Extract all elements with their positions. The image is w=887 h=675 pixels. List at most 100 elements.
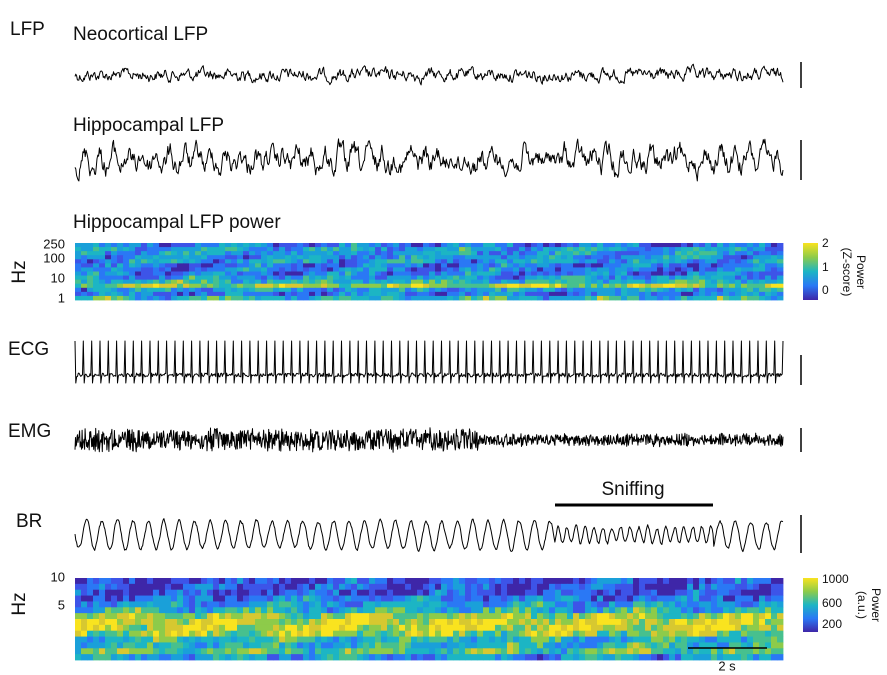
spectrogram-cell — [435, 280, 441, 284]
spectrogram-cell — [291, 625, 297, 631]
spectrogram-cell — [651, 243, 657, 247]
spectrogram-cell — [615, 590, 621, 596]
spectrogram-cell — [309, 637, 315, 643]
spectrogram-cell — [297, 642, 303, 648]
spectrogram-cell — [603, 280, 609, 284]
spectrogram-cell — [675, 267, 681, 271]
spectrogram-cell — [105, 280, 111, 284]
spectrogram-cell — [741, 637, 747, 643]
spectrogram-cell — [291, 654, 297, 660]
spectrogram-cell — [621, 263, 627, 267]
spectrogram-cell — [573, 613, 579, 619]
spectrogram-cell — [417, 637, 423, 643]
spectrogram-cell — [537, 654, 543, 660]
spectrogram-cell — [159, 631, 165, 637]
spectrogram-cell — [387, 243, 393, 247]
spectrogram-cell — [453, 642, 459, 648]
spectrogram-cell — [435, 284, 441, 288]
spectrogram-cell — [387, 596, 393, 602]
spectrogram-cell — [315, 276, 321, 280]
spectrogram-cell — [189, 637, 195, 643]
spectrogram-cell — [513, 272, 519, 276]
spectrogram-cell — [609, 272, 615, 276]
spectrogram-cell — [99, 613, 105, 619]
spectrogram-cell — [663, 280, 669, 284]
spectrogram-cell — [681, 613, 687, 619]
spectrogram-cell — [489, 596, 495, 602]
spectrogram-cell — [291, 255, 297, 259]
spectrogram-cell — [327, 631, 333, 637]
spectrogram-cell — [369, 243, 375, 247]
spectrogram-cell — [489, 590, 495, 596]
spectrogram-cell — [345, 601, 351, 607]
spectrogram-cell — [171, 607, 177, 613]
spectrogram-cell — [525, 625, 531, 631]
spectrogram-cell — [615, 292, 621, 296]
spectrogram-cell — [297, 263, 303, 267]
spectrogram-cell — [759, 613, 765, 619]
spectrogram-cell — [87, 263, 93, 267]
spectrogram-cell — [543, 578, 549, 584]
spectrogram-cell — [159, 243, 165, 247]
spectrogram-cell — [327, 601, 333, 607]
spectrogram-cell — [513, 648, 519, 654]
spectrogram-cell — [291, 642, 297, 648]
spectrogram-cell — [189, 578, 195, 584]
spectrogram-cell — [165, 637, 171, 643]
spectrogram-cell — [303, 247, 309, 251]
spectrogram-cell — [621, 243, 627, 247]
spectrogram-cell — [303, 263, 309, 267]
spectrogram-cell — [771, 642, 777, 648]
spectrogram-cell — [513, 259, 519, 263]
spectrogram-cell — [423, 642, 429, 648]
spectrogram-cell — [345, 642, 351, 648]
spectrogram-cell — [429, 625, 435, 631]
spectrogram-cell — [387, 601, 393, 607]
spectrogram-cell — [471, 601, 477, 607]
spectrogram-cell — [183, 642, 189, 648]
spectrogram-cell — [225, 284, 231, 288]
spectrogram-cell — [333, 247, 339, 251]
spectrogram-cell — [681, 284, 687, 288]
spectrogram-cell — [471, 607, 477, 613]
spectrogram-cell — [447, 637, 453, 643]
spectrogram-cell — [255, 607, 261, 613]
y-tick-label: 5 — [58, 597, 65, 612]
spectrogram-cell — [141, 267, 147, 271]
spectrogram-cell — [219, 637, 225, 643]
spectrogram-cell — [213, 625, 219, 631]
spectrogram-cell — [639, 590, 645, 596]
spectrogram-cell — [561, 272, 567, 276]
spectrogram-cell — [171, 247, 177, 251]
spectrogram-cell — [321, 648, 327, 654]
spectrogram-cell — [579, 619, 585, 625]
spectrogram-cell — [165, 263, 171, 267]
spectrogram-cell — [669, 267, 675, 271]
spectrogram-cell — [183, 584, 189, 590]
spectrogram-cell — [675, 292, 681, 296]
spectrogram-cell — [117, 263, 123, 267]
spectrogram-cell — [111, 648, 117, 654]
spectrogram-cell — [153, 601, 159, 607]
spectrogram-cell — [213, 601, 219, 607]
spectrogram-cell — [105, 613, 111, 619]
spectrogram-cell — [747, 631, 753, 637]
spectrogram-cell — [273, 288, 279, 292]
spectrogram-cell — [99, 263, 105, 267]
spectrogram-cell — [753, 596, 759, 602]
spectrogram-cell — [411, 276, 417, 280]
spectrogram-cell — [537, 280, 543, 284]
spectrogram-cell — [507, 280, 513, 284]
spectrogram-cell — [411, 625, 417, 631]
spectrogram-cell — [657, 619, 663, 625]
spectrogram-cell — [603, 255, 609, 259]
spectrogram-cell — [585, 590, 591, 596]
spectrogram-cell — [489, 251, 495, 255]
spectrogram-cell — [657, 251, 663, 255]
spectrogram-cell — [141, 292, 147, 296]
spectrogram-cell — [261, 637, 267, 643]
trace — [75, 428, 783, 452]
spectrogram-cell — [237, 631, 243, 637]
spectrogram-cell — [285, 276, 291, 280]
spectrogram-cell — [399, 648, 405, 654]
